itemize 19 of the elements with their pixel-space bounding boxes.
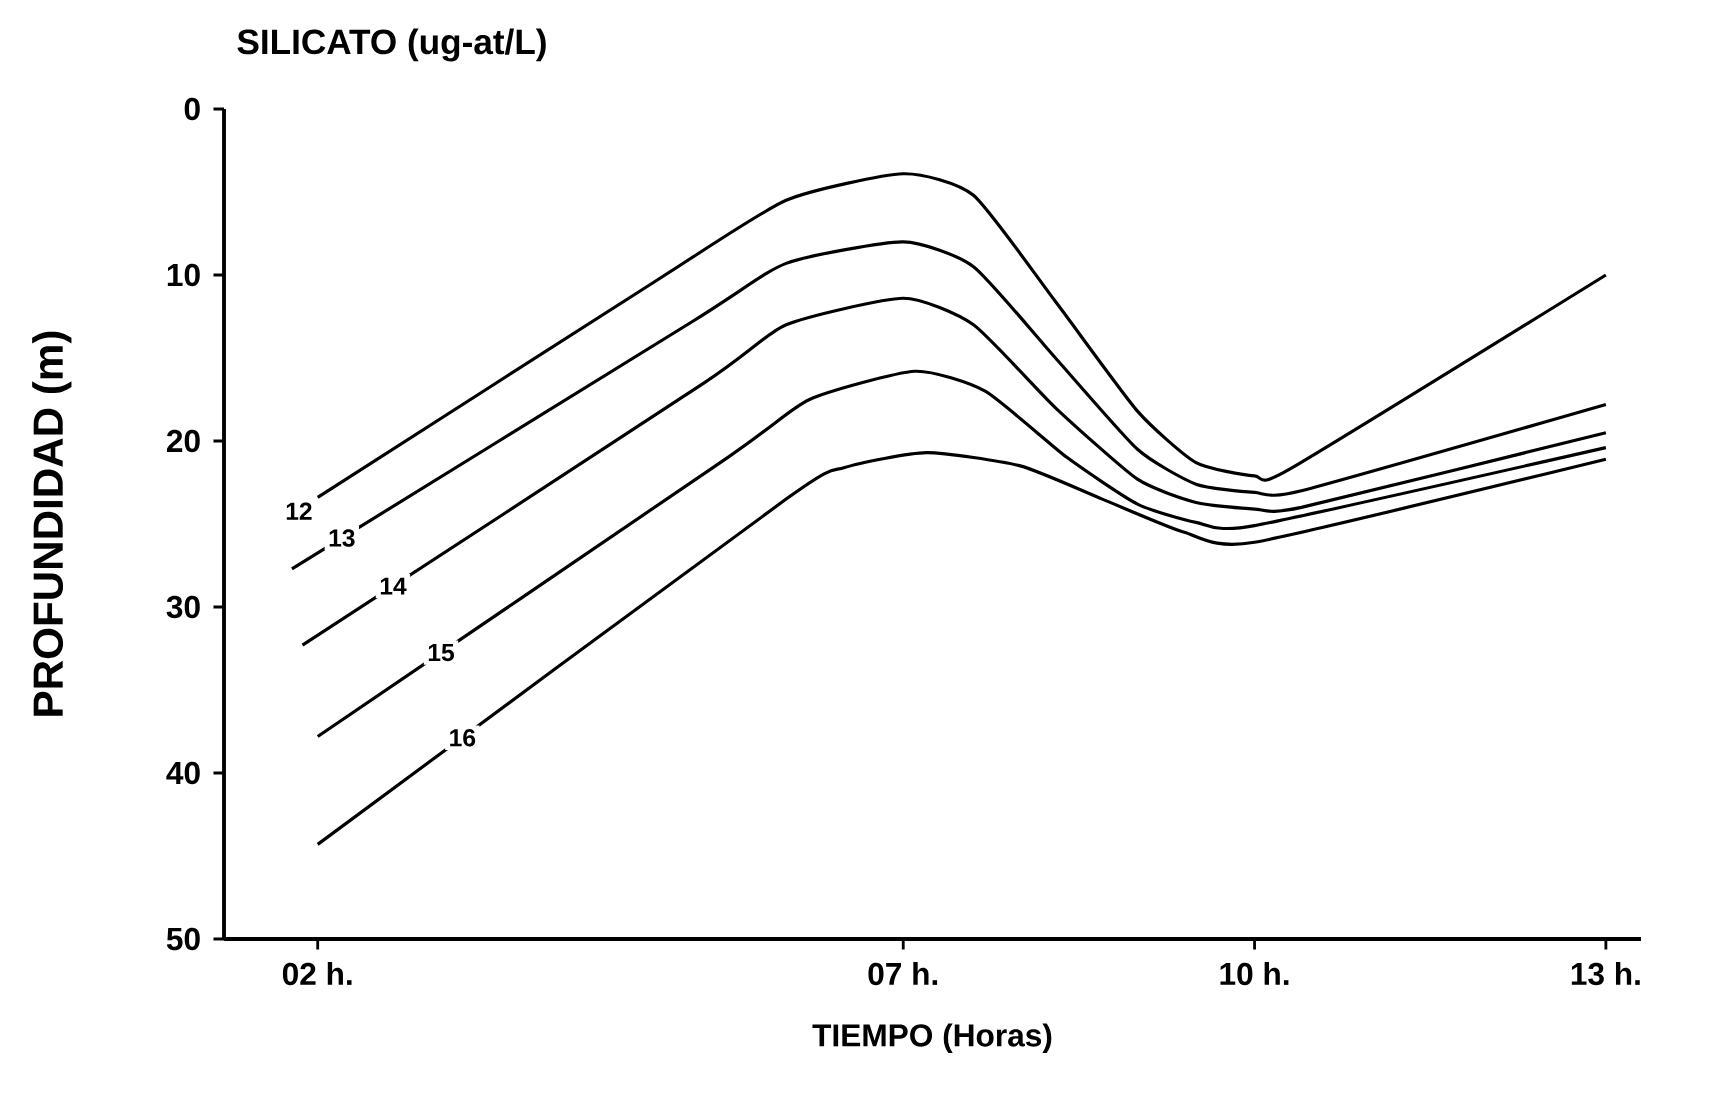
x-tick-label: 13 h. xyxy=(1571,961,1640,986)
y-tick-label: 20 xyxy=(166,429,200,453)
series-label: 14 xyxy=(380,577,407,595)
chart-title: SILICATO (ug-at/L) xyxy=(237,28,546,62)
series-label: 12 xyxy=(286,502,312,520)
series-label: 15 xyxy=(428,644,455,662)
y-tick-label: 30 xyxy=(166,595,200,619)
y-tick-label: 10 xyxy=(167,263,200,287)
y-tick-label: 0 xyxy=(184,97,200,121)
x-tick-label: 10 h. xyxy=(1220,961,1289,986)
line-series xyxy=(316,451,1608,846)
x-axis-title: TIEMPO (Horas) xyxy=(812,1023,1052,1053)
series-label: 16 xyxy=(450,729,476,747)
y-tick-label: 40 xyxy=(166,761,200,785)
x-tick-label: 07 h. xyxy=(868,961,938,986)
series-label: 13 xyxy=(329,529,355,547)
y-axis-title: PROFUNDIDAD (m) xyxy=(32,331,72,716)
x-tick-label: 02 h. xyxy=(282,961,352,986)
y-tick-label: 50 xyxy=(166,927,200,951)
